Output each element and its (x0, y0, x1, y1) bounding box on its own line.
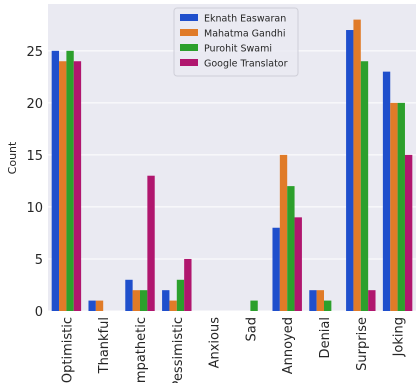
bar (51, 50, 60, 312)
bar (125, 279, 133, 311)
bar (95, 300, 104, 311)
bar (287, 186, 295, 311)
bar (309, 290, 317, 311)
x-tick-label: Annoyed (281, 317, 296, 374)
bar (382, 71, 391, 311)
legend-label: Eknath Easwaran (204, 14, 286, 25)
bar (397, 102, 405, 311)
y-tick-label: 20 (26, 97, 43, 112)
bar (250, 300, 258, 311)
y-tick-label: 15 (26, 149, 43, 164)
legend-label: Mahatma Gandhi (204, 29, 286, 40)
legend-label: Google Translator (204, 59, 288, 70)
bar (162, 290, 170, 311)
y-tick-label: 5 (35, 253, 43, 268)
bar (132, 290, 140, 311)
bar (404, 154, 413, 311)
legend-label: Purohit Swami (204, 44, 272, 55)
bar (140, 290, 148, 311)
bar (316, 290, 324, 311)
bar (66, 50, 74, 312)
x-tick-label: Joking (392, 317, 407, 357)
bar (279, 154, 288, 311)
bar (184, 258, 192, 311)
x-tick-label: Empathetic (134, 317, 149, 383)
x-tick-label: Pessimistic (171, 317, 186, 383)
x-tick-label: Optimistic (60, 317, 75, 383)
y-tick-label: 0 (35, 305, 43, 320)
bar (368, 290, 376, 311)
legend-swatch (180, 44, 198, 51)
y-axis-label: Count (6, 141, 19, 174)
y-tick-label: 25 (26, 45, 43, 60)
x-tick-labels: Optimistic Thankful Empathetic Pessimistic A… (60, 317, 406, 383)
legend-swatch (180, 29, 198, 36)
bar (73, 61, 82, 311)
bar (147, 175, 155, 311)
bar (88, 300, 96, 311)
x-tick-label: Thankful (97, 317, 112, 374)
x-tick-label: Sad (244, 317, 259, 341)
x-tick-label: Anxious (208, 317, 223, 369)
y-tick-labels: 0 5 10 15 20 25 (26, 45, 43, 320)
x-tick-label: Denial (318, 317, 333, 358)
bar (272, 227, 280, 311)
bar (360, 61, 369, 311)
x-tick-label: Surprise (355, 317, 370, 371)
bar (176, 279, 185, 311)
legend-swatch (180, 59, 198, 66)
bar (346, 30, 354, 312)
bar (390, 102, 398, 311)
y-tick-label: 10 (26, 201, 43, 216)
legend: Eknath Easwaran Mahatma Gandhi Purohit Swa… (173, 7, 299, 77)
bar (59, 61, 67, 311)
bar (294, 217, 302, 311)
legend-swatch (180, 14, 198, 21)
bar (353, 19, 361, 311)
bar (169, 300, 177, 311)
bar (324, 300, 332, 311)
bars (51, 19, 413, 312)
legend-box (173, 7, 299, 77)
